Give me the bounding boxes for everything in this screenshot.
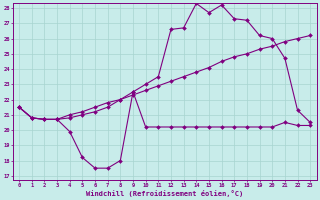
- X-axis label: Windchill (Refroidissement éolien,°C): Windchill (Refroidissement éolien,°C): [86, 190, 243, 197]
